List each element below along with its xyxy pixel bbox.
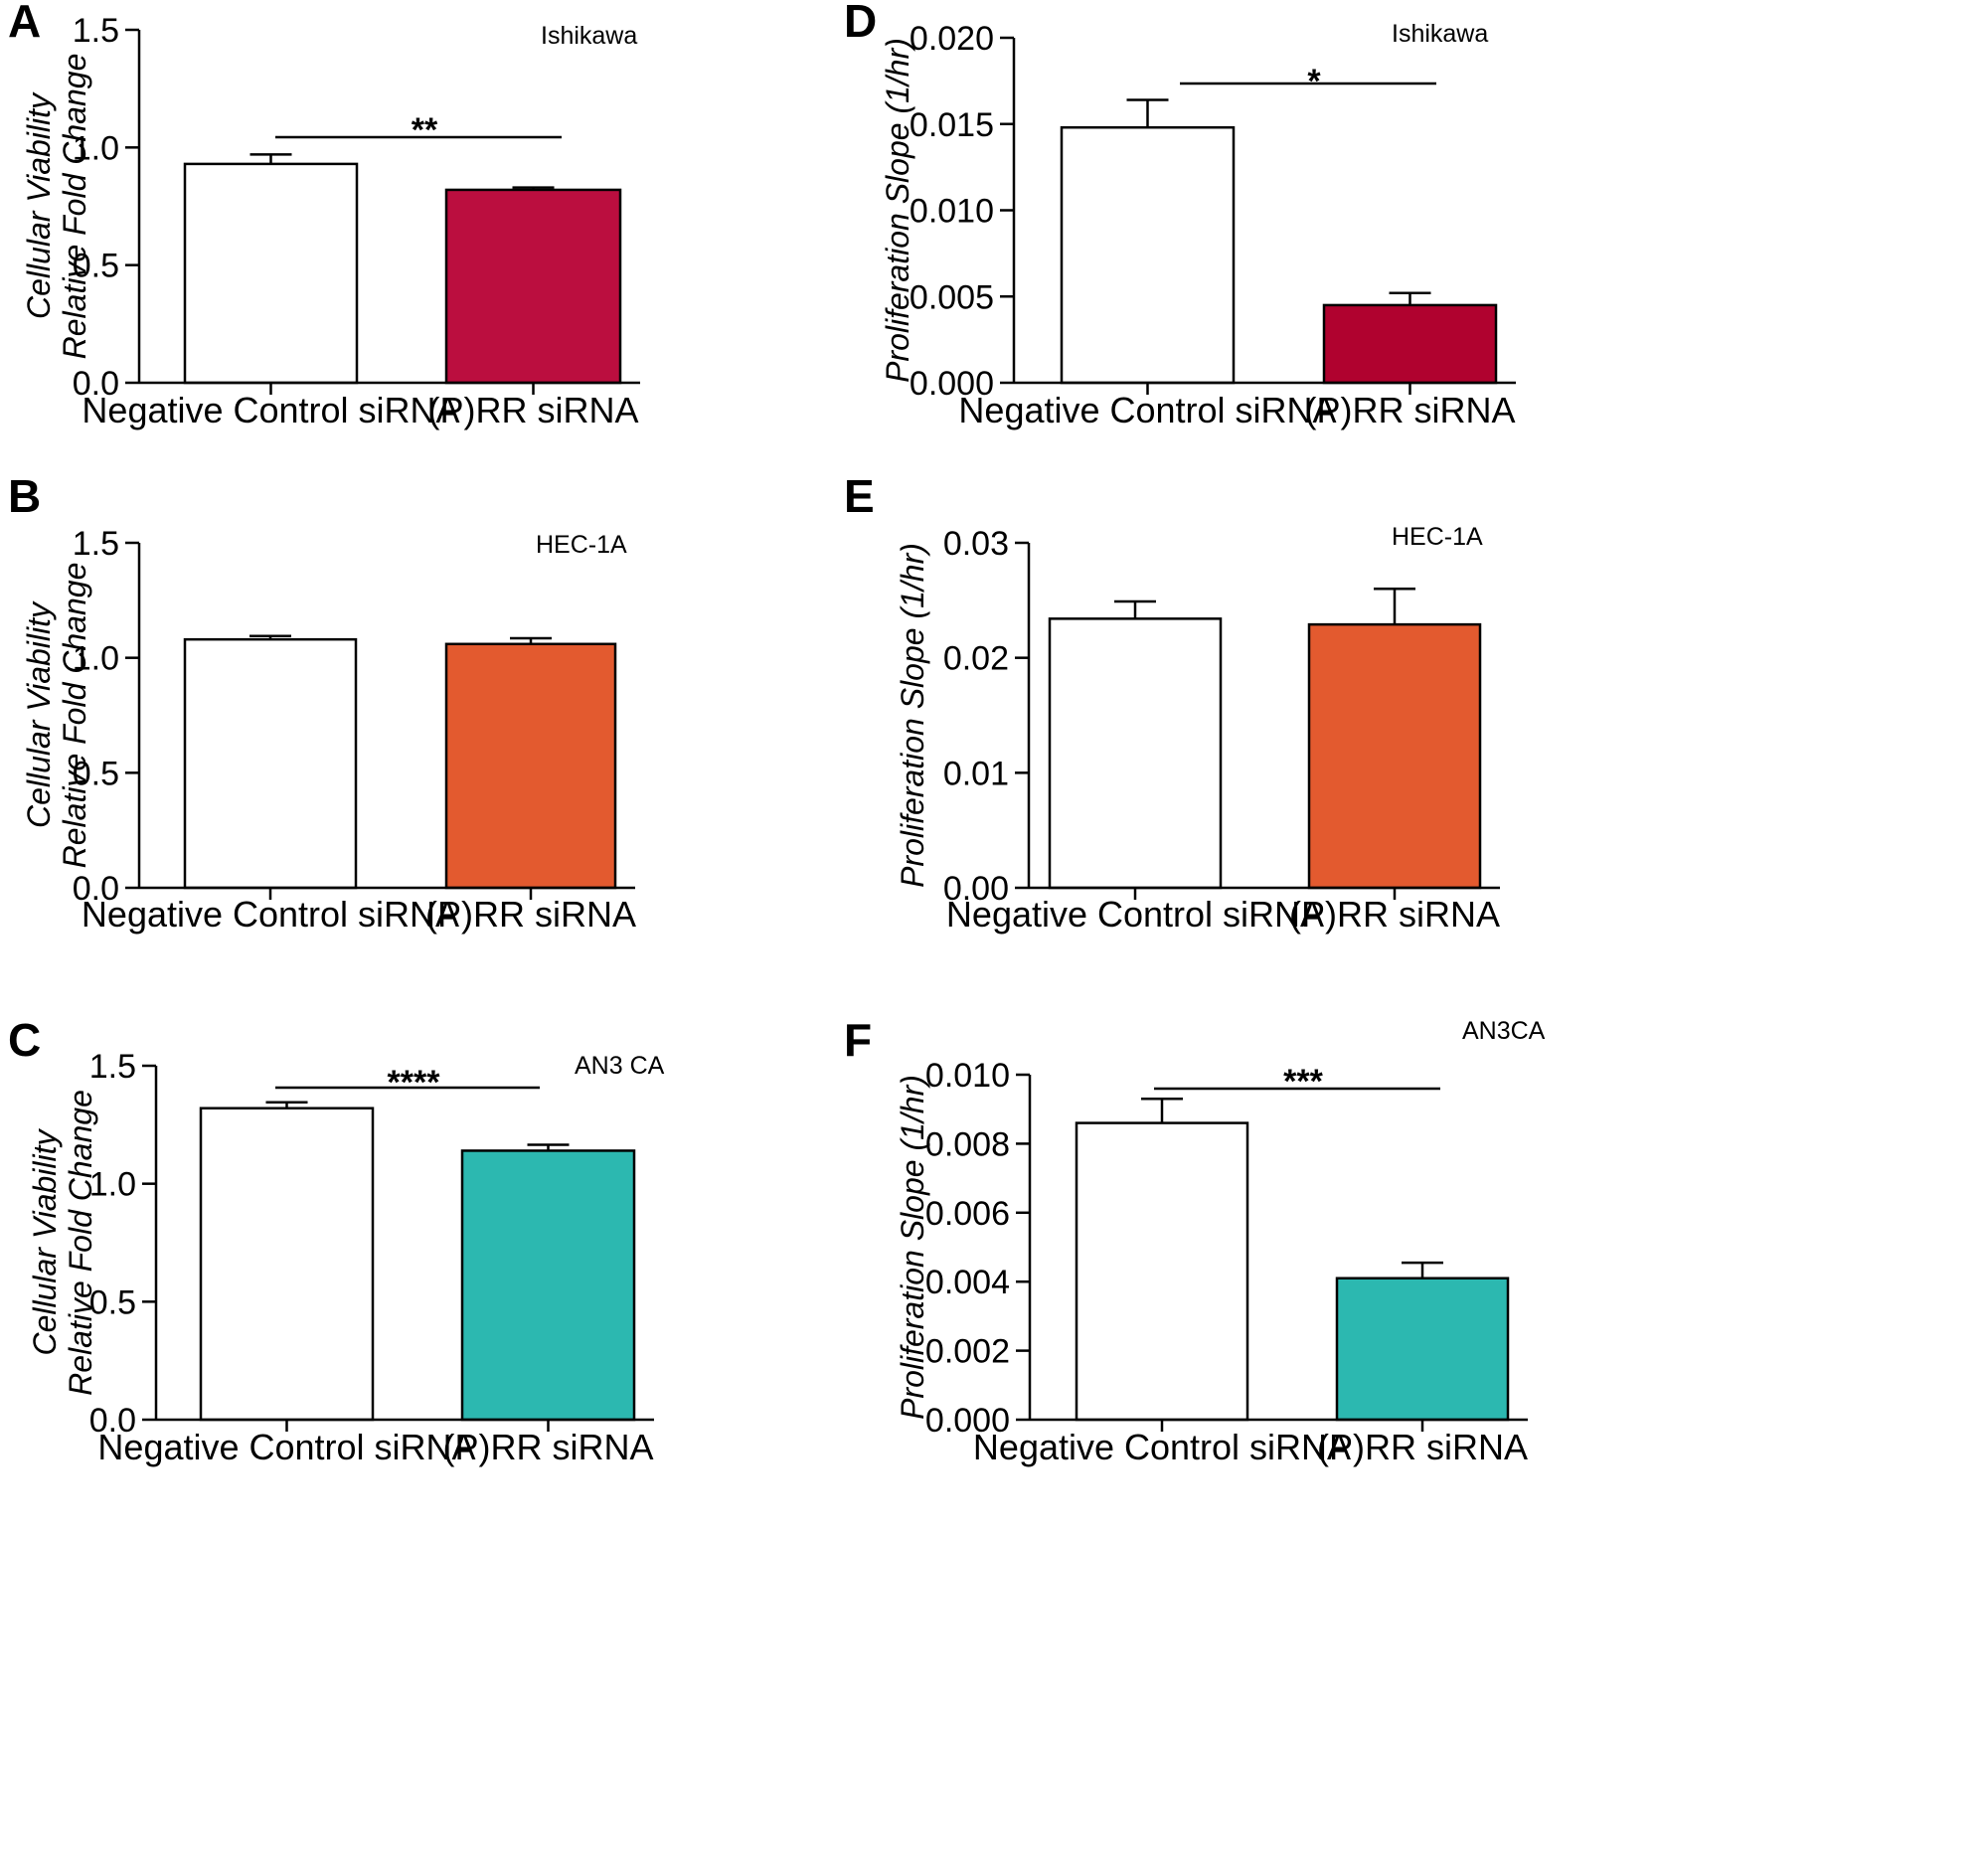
y-axis-label: Proliferation Slope (1/hr) bbox=[880, 38, 915, 383]
y-tick-label: 0.03 bbox=[943, 525, 1009, 563]
y-tick-label: 0.0 bbox=[89, 1402, 136, 1440]
y-tick-label: 1.0 bbox=[89, 1166, 136, 1204]
significance-marker: *** bbox=[1283, 1063, 1323, 1101]
y-tick-label: 0.005 bbox=[910, 278, 994, 316]
category-label: Negative Control siRNA bbox=[958, 390, 1336, 430]
y-axis-label: Proliferation Slope (1/hr) bbox=[895, 543, 930, 888]
y-axis-label: Relative Fold Change bbox=[57, 54, 92, 360]
panel-f: F AN3CA Negative Control siRNA(P)RR siRNA 0… bbox=[844, 1014, 1546, 1467]
bar bbox=[1307, 622, 1482, 890]
bar bbox=[1060, 125, 1236, 385]
category-label: (P)RR siRNA bbox=[428, 390, 639, 430]
bar bbox=[460, 1149, 636, 1422]
cell-line-title: HEC-1A bbox=[536, 531, 627, 559]
y-axis-label: Relative Fold Change bbox=[57, 563, 92, 869]
category-label: (P)RR siRNA bbox=[425, 894, 636, 935]
y-tick-label: 0.000 bbox=[910, 365, 994, 403]
y-tick-label: 0.01 bbox=[943, 755, 1009, 792]
panel-letter: D bbox=[844, 0, 877, 47]
panel-e: E HEC-1A Negative Control siRNA(P)RR siRNA… bbox=[844, 470, 1500, 935]
cell-line-title: AN3CA bbox=[1462, 1017, 1546, 1045]
y-tick-label: 1.5 bbox=[73, 12, 119, 50]
y-tick-label: 0.010 bbox=[925, 1057, 1010, 1095]
bar bbox=[183, 637, 358, 890]
y-axis-label: Proliferation Slope (1/hr) bbox=[895, 1075, 930, 1420]
panel-b: B HEC-1A Negative Control siRNA(P)RR siRNA… bbox=[8, 470, 636, 935]
panel-letter: C bbox=[8, 1014, 41, 1066]
panel-letter: E bbox=[844, 470, 875, 522]
bar bbox=[1075, 1121, 1249, 1422]
category-label: (P)RR siRNA bbox=[1305, 390, 1516, 430]
panel-a: A Ishikawa Negative Control siRNA(P)RR siR… bbox=[8, 0, 640, 430]
panel-c: C AN3 CA Negative Control siRNA(P)RR siRNA… bbox=[8, 1014, 665, 1467]
significance-marker: **** bbox=[388, 1064, 441, 1102]
y-tick-label: 0.5 bbox=[73, 755, 119, 792]
y-tick-label: 0.010 bbox=[910, 193, 994, 231]
significance-marker: ** bbox=[412, 111, 438, 149]
y-tick-label: 1.0 bbox=[73, 640, 119, 678]
cell-line-title: AN3 CA bbox=[575, 1052, 665, 1080]
category-label: Negative Control siRNA bbox=[973, 1427, 1351, 1467]
cell-line-title: HEC-1A bbox=[1392, 523, 1483, 551]
category-label: (P)RR siRNA bbox=[1289, 894, 1500, 935]
y-tick-label: 1.5 bbox=[89, 1048, 136, 1086]
category-label: (P)RR siRNA bbox=[1317, 1427, 1528, 1467]
panel-letter: B bbox=[8, 470, 41, 522]
y-tick-label: 0.5 bbox=[89, 1283, 136, 1321]
y-tick-label: 1.5 bbox=[73, 525, 119, 563]
y-axis-label: Cellular Viability bbox=[21, 600, 57, 828]
bar bbox=[444, 188, 622, 385]
category-label: Negative Control siRNA bbox=[82, 894, 459, 935]
category-label: Negative Control siRNA bbox=[946, 894, 1324, 935]
y-tick-label: 0.008 bbox=[925, 1125, 1010, 1163]
significance-marker: * bbox=[1307, 63, 1321, 100]
panel-d: D Ishikawa Negative Control siRNA(P)RR siR… bbox=[844, 0, 1516, 430]
cell-line-title: Ishikawa bbox=[1392, 20, 1488, 48]
y-tick-label: 0.00 bbox=[943, 870, 1009, 908]
y-axis-label: Relative Fold Change bbox=[63, 1090, 98, 1396]
category-label: Negative Control siRNA bbox=[82, 390, 459, 430]
y-axis-label: Cellular Viability bbox=[21, 91, 57, 319]
panel-letter: A bbox=[8, 0, 41, 47]
y-tick-label: 0.02 bbox=[943, 640, 1009, 678]
y-tick-label: 0.004 bbox=[925, 1264, 1010, 1301]
bar bbox=[444, 642, 617, 890]
category-label: (P)RR siRNA bbox=[443, 1427, 654, 1467]
y-axis-label: Cellular Viability bbox=[27, 1127, 63, 1355]
bar bbox=[1048, 617, 1223, 890]
panel-letter: F bbox=[844, 1014, 872, 1066]
y-tick-label: 0.020 bbox=[910, 20, 994, 58]
y-tick-label: 0.002 bbox=[925, 1333, 1010, 1371]
bar bbox=[199, 1107, 375, 1422]
y-tick-label: 0.006 bbox=[925, 1195, 1010, 1233]
bar bbox=[183, 162, 359, 385]
y-tick-label: 0.015 bbox=[910, 106, 994, 144]
bar bbox=[1322, 303, 1498, 385]
y-tick-label: 1.0 bbox=[73, 129, 119, 167]
bar bbox=[1335, 1277, 1510, 1422]
y-tick-label: 0.5 bbox=[73, 248, 119, 285]
cell-line-title: Ishikawa bbox=[541, 22, 637, 50]
category-label: Negative Control siRNA bbox=[97, 1427, 475, 1467]
y-tick-label: 0.0 bbox=[73, 365, 119, 403]
y-tick-label: 0.000 bbox=[925, 1402, 1010, 1440]
y-tick-label: 0.0 bbox=[73, 870, 119, 908]
